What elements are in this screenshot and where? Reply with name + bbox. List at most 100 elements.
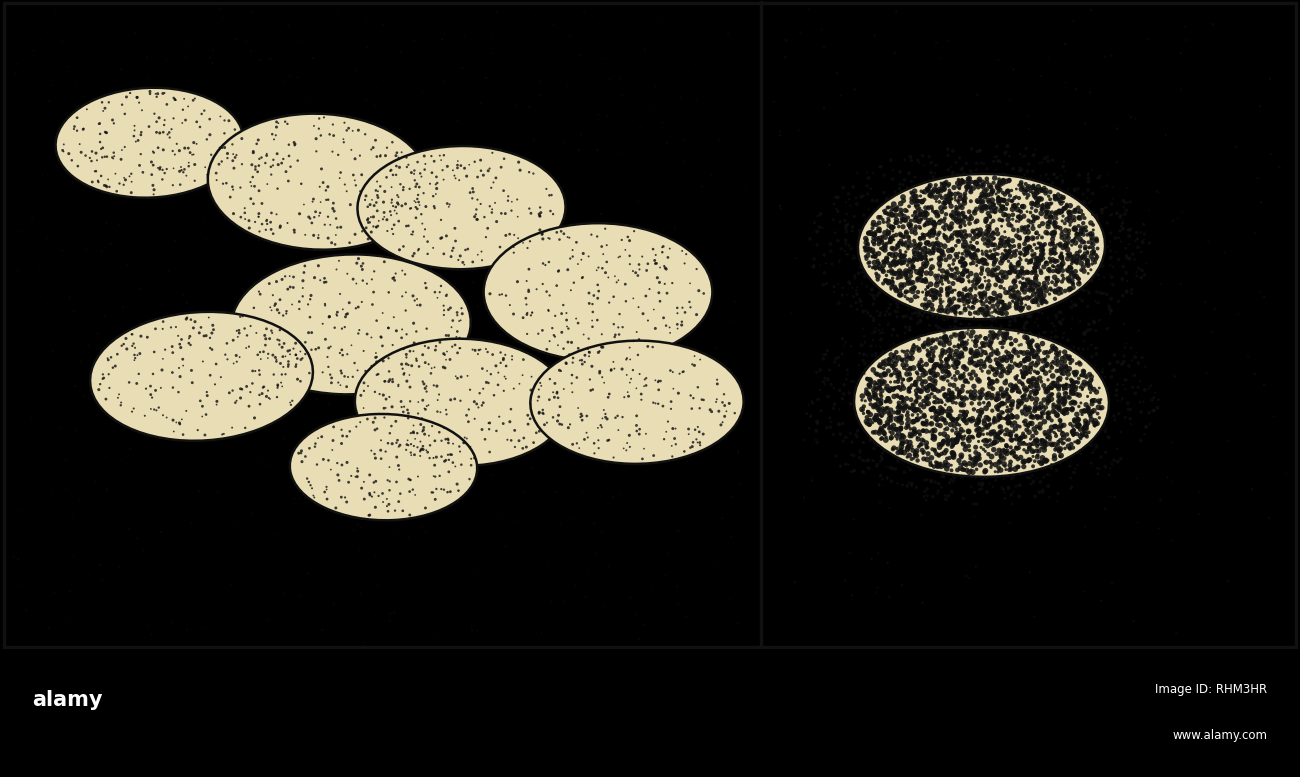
Point xyxy=(1092,204,1113,216)
Point xyxy=(916,415,937,427)
Point xyxy=(901,283,922,295)
Point xyxy=(616,444,637,457)
Point xyxy=(914,490,935,503)
Point xyxy=(993,298,1014,310)
Point xyxy=(852,267,872,279)
Point xyxy=(957,296,978,308)
Point xyxy=(458,416,478,428)
Point xyxy=(445,392,465,405)
Point xyxy=(408,181,429,193)
Point xyxy=(962,412,983,424)
Point xyxy=(1117,286,1138,298)
Point xyxy=(1035,427,1056,439)
Point xyxy=(963,292,984,305)
Point xyxy=(341,474,361,486)
Point xyxy=(1010,248,1031,260)
Point xyxy=(332,367,352,379)
Point xyxy=(866,460,887,472)
Point xyxy=(979,235,1000,247)
Point xyxy=(914,232,935,245)
Point xyxy=(1010,432,1031,444)
Point xyxy=(956,375,976,387)
Point xyxy=(922,374,942,386)
Point xyxy=(1058,236,1079,249)
Point xyxy=(906,413,927,425)
Point xyxy=(920,354,941,367)
Point xyxy=(949,255,970,267)
Point xyxy=(342,124,363,137)
Point xyxy=(961,302,982,315)
Point xyxy=(590,207,611,220)
Point xyxy=(520,293,541,305)
Point xyxy=(894,402,915,414)
Point xyxy=(454,437,474,449)
Point xyxy=(1195,296,1216,308)
Point xyxy=(874,256,894,269)
Point xyxy=(1076,254,1097,267)
Point xyxy=(1063,430,1084,442)
Point xyxy=(365,184,386,197)
Point xyxy=(926,396,946,409)
Point xyxy=(970,227,991,239)
Point xyxy=(134,551,155,563)
Point xyxy=(913,368,933,381)
Point xyxy=(1069,249,1089,261)
Point xyxy=(968,413,989,426)
Point xyxy=(1023,411,1044,423)
Point xyxy=(1050,250,1071,263)
Point xyxy=(130,129,151,141)
Point xyxy=(417,248,438,260)
Point xyxy=(521,307,542,319)
Point xyxy=(985,292,1006,305)
Point xyxy=(94,371,114,384)
Point xyxy=(610,308,630,320)
Point xyxy=(38,297,58,309)
Point xyxy=(1048,391,1069,403)
Point xyxy=(1017,166,1037,178)
Point xyxy=(941,245,962,257)
Point xyxy=(1026,444,1046,457)
Point xyxy=(1269,161,1290,173)
Point xyxy=(1034,294,1054,307)
Point xyxy=(916,246,937,259)
Point xyxy=(849,292,870,305)
Point xyxy=(398,359,419,371)
Point xyxy=(1110,426,1131,438)
Point xyxy=(944,304,965,316)
Point xyxy=(1023,250,1044,263)
Point xyxy=(266,355,287,368)
Point xyxy=(952,162,972,175)
Point xyxy=(913,597,933,609)
Point xyxy=(1040,210,1061,222)
Point xyxy=(151,382,172,394)
Point xyxy=(1022,197,1043,210)
Point xyxy=(679,428,699,441)
Point xyxy=(1119,238,1140,250)
Point xyxy=(384,607,404,619)
Point xyxy=(926,291,946,304)
Point xyxy=(266,354,287,366)
Point xyxy=(1135,361,1156,373)
Point xyxy=(1008,270,1028,283)
Point xyxy=(1086,295,1106,308)
Point xyxy=(997,351,1018,364)
Point xyxy=(972,176,993,188)
Point xyxy=(1076,416,1097,429)
Point xyxy=(966,382,987,394)
Point xyxy=(923,226,944,239)
Point xyxy=(853,322,874,335)
Point xyxy=(682,392,703,404)
Point xyxy=(1017,254,1037,267)
Point xyxy=(954,342,975,354)
Point xyxy=(1004,345,1024,357)
Point xyxy=(1017,346,1037,358)
Point xyxy=(991,204,1011,217)
Point xyxy=(923,226,944,239)
Point xyxy=(1069,419,1089,431)
Point xyxy=(226,349,247,361)
Point xyxy=(1034,364,1054,377)
Point xyxy=(51,421,72,434)
Point xyxy=(1006,301,1027,313)
Point xyxy=(1083,218,1104,231)
Point xyxy=(474,71,495,84)
